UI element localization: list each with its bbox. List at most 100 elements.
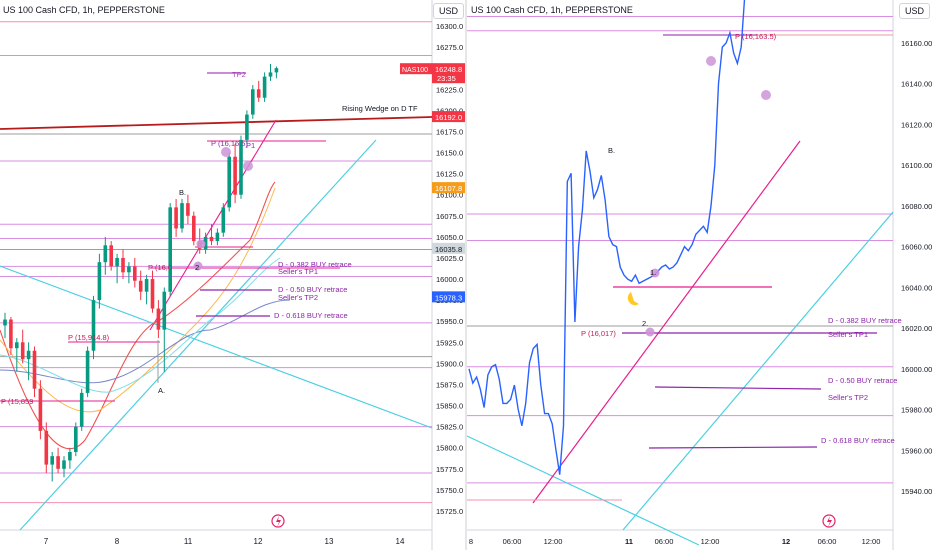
left-candle-body: [209, 236, 214, 242]
right-time-tick-label: 11: [625, 537, 633, 546]
left-candle-body: [38, 388, 43, 431]
left-lightning-bolt-icon: [276, 516, 281, 527]
left-date-tick-label: 12: [254, 537, 263, 546]
right-line-chart[interactable]: P (16,163.5) B. 1. 2. P (16,017) D - 0.382 BU…: [466, 0, 932, 550]
left-candle-body: [138, 280, 143, 292]
left-currency-button[interactable]: USD: [433, 3, 465, 19]
left-ma-slow-line: [0, 299, 291, 384]
left-point-marker: [243, 161, 253, 171]
left-candle-body: [127, 266, 131, 273]
right-price-tick-label: 16140.00: [901, 80, 932, 89]
left-ma-mid-line: [0, 187, 276, 413]
right-0618-segment: [648, 446, 818, 449]
right-time-tick-label: 12:00: [544, 537, 563, 546]
left-price-tick-label: 16075.0: [436, 212, 463, 221]
right-seller-tp1-label: Seller's TP1: [828, 330, 868, 339]
left-candle-body: [15, 342, 19, 349]
left-candle-body: [44, 430, 49, 465]
right-price-tick-label: 16080.00: [901, 202, 932, 211]
left-candle-body: [121, 257, 125, 273]
left-candle-body: [56, 456, 60, 469]
left-price-tick-label: 15750.0: [436, 486, 463, 495]
left-price-tick-label: 16125.0: [436, 170, 463, 179]
left-price-tag-value: 15978.3: [435, 293, 462, 302]
right-chart-title: US 100 Cash CFD, 1h, PEPPERSTONE: [471, 5, 633, 15]
left-pivot-low-label: P (15,914.8): [68, 333, 110, 342]
left-tp2-label: TP2: [232, 70, 246, 79]
panel-divider[interactable]: [465, 0, 467, 550]
left-candle-body: [133, 266, 137, 281]
left-candle-body: [20, 342, 25, 360]
left-a-label: A.: [158, 386, 165, 395]
left-price-tick-label: 16000.0: [436, 275, 463, 284]
left-price-tick-label: 15800.0: [436, 444, 463, 453]
right-050-segment: [654, 386, 822, 390]
left-price-tag-value: 16107.8: [435, 184, 462, 193]
left-ma-cyan-line: [0, 257, 281, 393]
left-pivot-a-label: P (15,859: [1, 397, 33, 406]
right-currency-button[interactable]: USD: [899, 3, 931, 19]
right-support-trendline: [532, 140, 801, 504]
right-point-marker: [706, 56, 716, 66]
left-date-tick-label: 8: [115, 537, 120, 546]
left-rising-wedge-label: Rising Wedge on D TF: [342, 104, 418, 113]
left-price-tag-bg: [432, 63, 466, 84]
right-ascending-trendline: [622, 211, 894, 531]
left-candle-body: [9, 319, 13, 349]
left-candle-body: [192, 215, 196, 242]
right-lightning-icon: [822, 514, 836, 528]
left-lightning-icon: [271, 514, 285, 528]
left-price-tag-value: 16192.0: [435, 113, 462, 122]
left-price-tick-label: 16200.0: [436, 106, 463, 115]
right-1-label: 1.: [650, 268, 656, 277]
right-050-label: D - 0.50 BUY retrace: [828, 376, 897, 385]
left-date-tick-label: 14: [396, 537, 405, 546]
left-candle-body: [168, 207, 172, 292]
left-wedge-support-line: [149, 119, 277, 331]
left-date-tick-label: 7: [44, 537, 49, 546]
left-price-tick-label: 15900.0: [436, 359, 463, 368]
left-ma-fast-line: [0, 181, 276, 450]
left-price-tick-label: 16300.0: [436, 22, 463, 31]
left-price-tick-label: 16275.0: [436, 43, 463, 52]
left-price-tag-countdown: 23:35: [437, 74, 456, 83]
right-2-label: 2.: [642, 319, 648, 328]
right-seller-tp2-label: Seller's TP2: [828, 393, 868, 402]
right-price-tick-label: 16020.00: [901, 324, 932, 333]
right-pivot-high-label: P (16,163.5): [735, 32, 777, 41]
right-time-tick-label: 12: [782, 537, 790, 546]
left-price-tick-label: 16150.0: [436, 149, 463, 158]
right-0382-label: D - 0.382 BUY retrace: [828, 316, 902, 325]
left-price-tick-label: 16175.0: [436, 127, 463, 136]
left-price-tick-label: 16225.0: [436, 85, 463, 94]
left-date-tick-label: 13: [325, 537, 334, 546]
left-candle-body: [162, 291, 167, 330]
left-pivot-high-label: P (16,16.5): [211, 139, 248, 148]
left-b-label: B.: [179, 188, 186, 197]
right-time-tick-label: 12:00: [862, 537, 881, 546]
left-price-tick-label: 15825.0: [436, 423, 463, 432]
left-candle-body: [174, 207, 178, 229]
left-candle-body: [256, 89, 261, 98]
left-candle-body: [115, 257, 119, 267]
left-price-tag-value: 16035.8: [435, 245, 462, 254]
left-candlestick-chart[interactable]: Rising Wedge on D TF TP2 P (16,16.5)P1 B. P …: [0, 0, 466, 550]
left-chart-title: US 100 Cash CFD, 1h, PEPPERSTONE: [3, 5, 165, 15]
left-candle-body: [91, 300, 96, 351]
left-candle-body: [68, 451, 72, 461]
left-candle-body: [239, 139, 243, 195]
left-point-marker: [196, 239, 206, 249]
left-price-tick-label: 15850.0: [436, 402, 463, 411]
left-candle-body: [215, 232, 220, 242]
left-chart-panel[interactable]: Rising Wedge on D TF TP2 P (16,16.5) P1 B. P …: [0, 0, 466, 550]
left-price-tag-bg: [432, 111, 466, 123]
left-descending-trendline: [0, 265, 433, 429]
left-050-label: D - 0.50 BUY retrace: [278, 285, 347, 294]
right-chart-panel[interactable]: P (16,163.5) B. 1. 2. P (16,017) D - 0.382 BU…: [466, 0, 932, 550]
right-time-tick-label: 8: [469, 537, 473, 546]
left-price-tick-label: 15875.0: [436, 380, 463, 389]
right-price-tick-label: 16120.00: [901, 120, 932, 129]
right-price-line: [468, 0, 746, 475]
left-candle-body: [150, 279, 155, 309]
